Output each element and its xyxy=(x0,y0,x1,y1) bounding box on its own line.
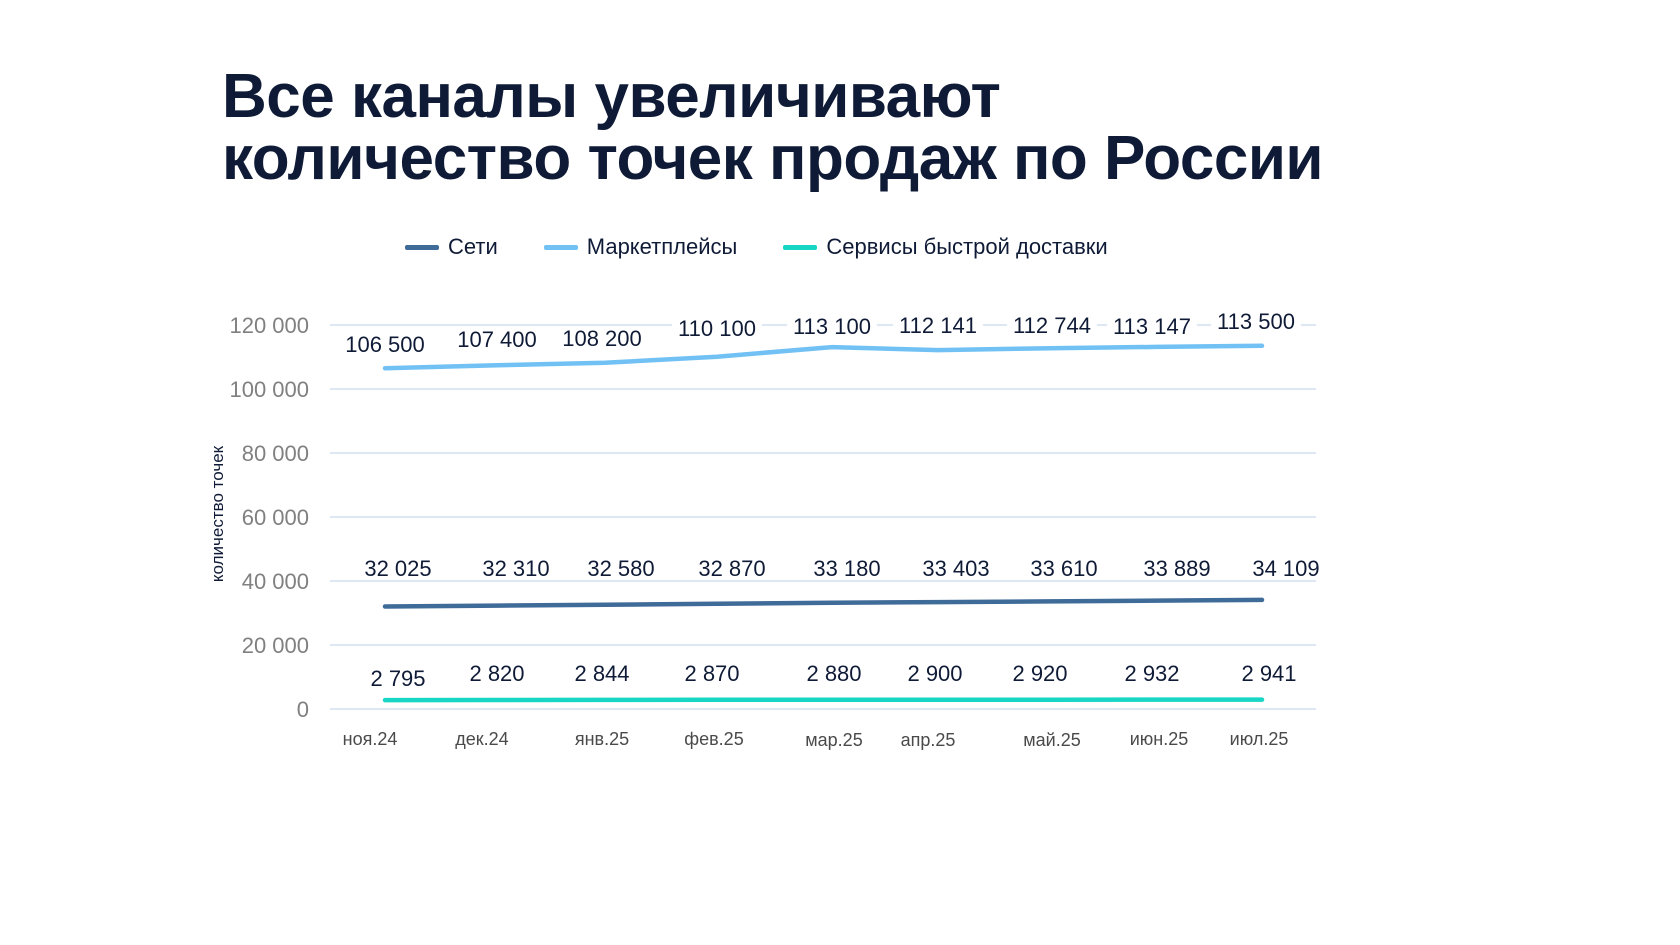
data-label: 112 141 xyxy=(899,313,977,338)
data-label: 33 180 xyxy=(813,556,880,581)
x-tick-label: янв.25 xyxy=(575,729,629,749)
x-tick-label: дек.24 xyxy=(455,729,508,749)
data-labels: 32 025 32 310 32 580 32 870 33 180 33 403 33 6… xyxy=(339,309,1320,691)
data-label: 110 100 xyxy=(678,316,756,341)
legend-label: Маркетплейсы xyxy=(586,234,738,259)
series-lines xyxy=(382,343,1265,703)
data-label: 2 844 xyxy=(574,661,629,686)
data-label: 112 744 xyxy=(1013,313,1091,338)
series-line-0 xyxy=(382,597,1265,609)
data-label: 2 820 xyxy=(469,661,524,686)
gridlines xyxy=(330,324,1316,710)
data-label: 2 941 xyxy=(1241,661,1296,686)
page-title: Все каналы увеличивают количество точек … xyxy=(222,62,1324,193)
data-label: 106 500 xyxy=(345,332,425,357)
legend-swatch-icon xyxy=(543,244,578,250)
data-label: 32 870 xyxy=(698,556,765,581)
y-tick-label: 0 xyxy=(297,697,309,722)
legend-label: Сервисы быстрой доставки xyxy=(826,234,1108,259)
data-label: 32 310 xyxy=(482,556,549,581)
legend-item-seti: Сети xyxy=(405,234,498,260)
y-tick-label: 40 000 xyxy=(242,569,309,594)
legend-swatch-icon xyxy=(783,244,818,250)
data-label: 2 900 xyxy=(907,661,962,686)
x-tick-label: мар.25 xyxy=(805,730,862,750)
y-tick-label: 80 000 xyxy=(242,441,309,466)
y-tick-label: 60 000 xyxy=(242,505,309,530)
y-tick-label: 120 000 xyxy=(229,313,309,338)
data-label: 2 920 xyxy=(1012,661,1067,686)
y-tick-label: 20 000 xyxy=(242,633,309,658)
label-background xyxy=(1107,314,1197,339)
x-tick-label: фев.25 xyxy=(684,729,743,749)
series-line-2 xyxy=(382,697,1265,703)
label-background xyxy=(893,313,983,338)
label-background xyxy=(556,326,648,351)
x-tick-label: май.25 xyxy=(1023,730,1080,750)
data-label: 2 870 xyxy=(684,661,739,686)
x-tick-label: июл.25 xyxy=(1230,729,1289,749)
label-background xyxy=(1211,309,1301,334)
legend-swatch-icon xyxy=(405,244,439,250)
data-label: 2 932 xyxy=(1124,661,1179,686)
title-line-2: количество точек продаж по России xyxy=(222,124,1324,193)
data-label: 32 580 xyxy=(587,556,654,581)
data-label: 33 403 xyxy=(922,556,989,581)
data-label: 2 795 xyxy=(370,666,425,691)
data-label: 107 400 xyxy=(457,327,537,352)
data-label: 2 880 xyxy=(806,661,861,686)
y-axis-ticks: 0 20 000 40 000 60 000 80 000 100 000 120 000 xyxy=(229,313,309,722)
chart-legend: Сети Маркетплейсы Сервисы быстрой достав… xyxy=(405,234,1154,260)
x-tick-label: июн.25 xyxy=(1130,729,1189,749)
data-label: 33 610 xyxy=(1030,556,1097,581)
legend-item-marketplaces: Маркетплейсы xyxy=(543,234,738,260)
y-tick-label: 100 000 xyxy=(229,377,309,402)
x-tick-label: ноя.24 xyxy=(343,729,398,749)
label-background xyxy=(451,327,543,352)
x-tick-label: апр.25 xyxy=(901,730,956,750)
label-background xyxy=(1007,313,1097,338)
data-label: 108 200 xyxy=(562,326,642,351)
y-axis-label: количество точек xyxy=(208,445,227,582)
x-axis-ticks: ноя.24 дек.24 янв.25 фев.25 мар.25 апр.25 май.… xyxy=(343,729,1289,750)
data-label: 32 025 xyxy=(364,556,431,581)
title-line-1: Все каналы увеличивают xyxy=(222,62,1001,131)
data-label: 113 500 xyxy=(1217,309,1295,334)
label-background xyxy=(787,314,877,339)
data-label: 113 100 xyxy=(793,314,871,339)
data-label: 33 889 xyxy=(1143,556,1210,581)
legend-item-fast-delivery: Сервисы быстрой доставки xyxy=(783,234,1108,260)
legend-label: Сети xyxy=(448,234,498,259)
label-background xyxy=(672,316,762,341)
series-line-1 xyxy=(382,343,1265,371)
label-background xyxy=(339,332,431,357)
data-label: 113 147 xyxy=(1113,314,1191,339)
data-label: 34 109 xyxy=(1252,556,1319,581)
